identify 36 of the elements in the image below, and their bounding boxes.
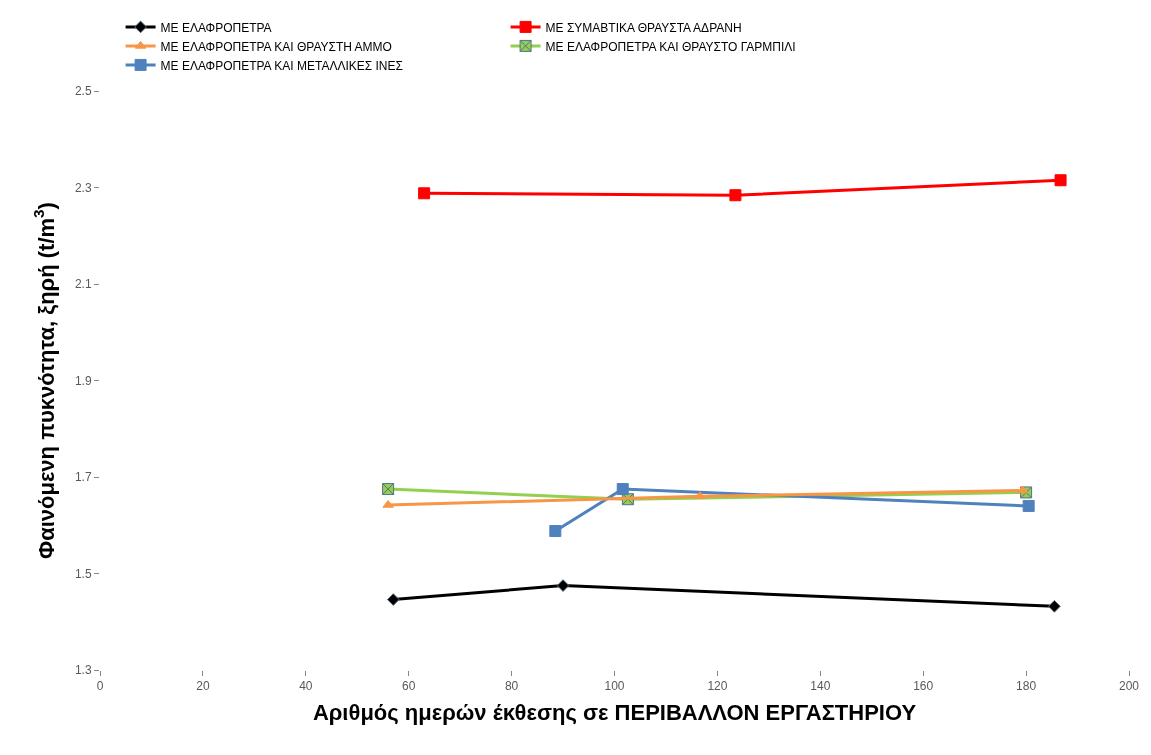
x-tick-label: 200 — [1118, 679, 1140, 694]
point — [382, 483, 395, 496]
y-tick-label: 1.9 — [74, 373, 92, 388]
legend-label: ΜΕ ΕΛΑΦΡΟΠΕΤΡΑ ΚΑΙ ΘΡΑΥΣΤΗ ΑΜΜΟ — [160, 39, 392, 54]
y-tick-label: 2.5 — [74, 84, 92, 99]
point — [616, 483, 629, 496]
x-tick-label: 180 — [1016, 679, 1037, 694]
x-tick-label: 40 — [299, 679, 313, 694]
point — [1054, 174, 1067, 187]
x-tick-label: 60 — [402, 679, 416, 694]
legend-label: ΜΕ ΕΛΑΦΡΟΠΕΤΡΑ ΚΑΙ ΘΡΑΥΣΤΟ ΓΑΡΜΠΙΛΙ — [545, 39, 796, 54]
legend-label: ΜΕ ΕΛΑΦΡΟΠΕΤΡΑ ΚΑΙ ΜΕΤΑΛΛΙΚΕΣ ΙΝΕΣ — [160, 58, 403, 73]
x-tick-label: 120 — [707, 679, 728, 694]
point — [549, 525, 562, 538]
y-tick-label: 1.5 — [74, 566, 92, 581]
point — [382, 499, 394, 508]
point — [1022, 499, 1035, 512]
x-tick-label: 20 — [196, 679, 210, 694]
y-tick-label: 1.7 — [74, 470, 92, 485]
point — [386, 593, 400, 606]
point — [694, 491, 706, 500]
x-tick-label: 80 — [504, 679, 519, 694]
x-tick-label: 0 — [96, 679, 104, 694]
point — [1048, 599, 1061, 613]
legend-label: ΜΕ ΕΛΑΦΡΟΠΕΤΡΑ — [160, 20, 272, 35]
y-tick-label: 2.3 — [74, 180, 92, 195]
point — [556, 579, 570, 592]
x-axis-title: Αριθμός ημερών έκθεσης σε ΠΕΡΙΒΑΛΛΟΝ ΕΡΓΑΣΤΗΡΙΟΥ — [312, 700, 917, 726]
y-tick-label: 2.1 — [74, 277, 92, 292]
x-tick-label: 140 — [810, 679, 831, 694]
x-tick-label: 100 — [604, 679, 625, 694]
x-tick-label: 160 — [913, 679, 934, 694]
y-tick-label: 1.3 — [74, 663, 92, 678]
point — [729, 189, 742, 202]
point — [418, 187, 431, 200]
legend-label: ΜΕ ΣΥΜΑΒΤΙΚΑ ΘΡΑΥΣΤΑ ΑΔΡΑΝΗ — [545, 20, 742, 35]
